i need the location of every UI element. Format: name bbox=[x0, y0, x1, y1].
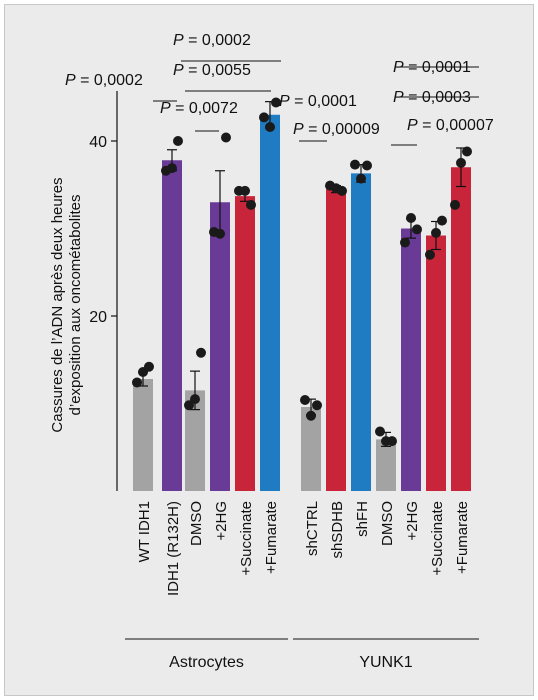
comparison-label-p-8: P bbox=[393, 89, 404, 106]
bar-1 bbox=[133, 379, 153, 491]
data-point-7-2 bbox=[306, 410, 316, 421]
bar-10 bbox=[376, 439, 396, 491]
data-point-3-3 bbox=[196, 347, 206, 358]
y-axis-label-line-1: Cassures de l’ADN après deux heures bbox=[49, 177, 66, 432]
x-tick-label-5: +Succinate bbox=[238, 501, 255, 576]
x-tick-label-12: +Succinate bbox=[429, 501, 446, 576]
y-axis-label-line-2: d’exposition aux oncométabolites bbox=[67, 195, 84, 416]
comparison-label-4: P = 0,0002 bbox=[173, 32, 251, 49]
data-point-2-2 bbox=[167, 163, 177, 174]
data-point-5-2 bbox=[240, 185, 250, 196]
comparison-label-p-5: P bbox=[279, 93, 290, 110]
bar-12 bbox=[426, 235, 446, 491]
comparison-label-9: P = 0,0001 bbox=[393, 59, 471, 76]
bar-11 bbox=[401, 228, 421, 491]
comparison-label-value-4: = 0,0002 bbox=[184, 32, 251, 49]
comparison-label-1: P = 0,0002 bbox=[65, 72, 143, 89]
comparison-label-8: P = 0,0003 bbox=[393, 89, 471, 106]
data-point-2-3 bbox=[173, 136, 183, 146]
data-point-6-1 bbox=[259, 112, 269, 123]
x-tick-labels: WT IDH1 IDH1 (R132H) DMSO +2HG +Succinate +Fu… bbox=[136, 501, 471, 596]
bars bbox=[133, 114, 471, 491]
comparison-label-p-3: P bbox=[173, 62, 184, 79]
data-point-3-1 bbox=[184, 400, 194, 411]
x-tick-label-6: +Fumarate bbox=[263, 501, 280, 574]
x-tick-label-11: +2HG bbox=[404, 501, 421, 541]
data-point-6-3 bbox=[271, 97, 281, 108]
group-label-2: YUNK1 bbox=[359, 654, 412, 671]
data-point-11-1 bbox=[400, 237, 410, 248]
data-points bbox=[132, 97, 472, 447]
data-point-1-3 bbox=[144, 361, 154, 372]
bar-9 bbox=[351, 173, 371, 491]
x-tick-label-2: IDH1 (R132H) bbox=[165, 501, 182, 596]
data-point-12-1 bbox=[425, 249, 435, 260]
x-tick-label-13: +Fumarate bbox=[454, 501, 471, 574]
x-tick-label-10: DMSO bbox=[379, 501, 396, 546]
bar-5 bbox=[235, 196, 255, 491]
data-point-4-3 bbox=[221, 132, 231, 143]
data-point-6-2 bbox=[265, 122, 275, 132]
comparison-label-value-3: = 0,0055 bbox=[184, 62, 251, 79]
comparison-label-value-9: = 0,0001 bbox=[404, 59, 471, 76]
bar-4 bbox=[210, 202, 230, 491]
comparison-label-value-1: = 0,0002 bbox=[76, 72, 143, 89]
x-tick-label-9: shFH bbox=[354, 501, 371, 537]
bar-13 bbox=[451, 167, 471, 491]
comparison-label-value-2: = 0,0072 bbox=[171, 100, 238, 117]
y-tick-label-20: 20 bbox=[89, 309, 107, 326]
comparison-label-p-4: P bbox=[173, 32, 184, 49]
comparison-label-3: P = 0,0055 bbox=[173, 62, 251, 79]
comparison-label-7: P = 0,00007 bbox=[407, 117, 494, 134]
group-label-1: Astrocytes bbox=[169, 654, 244, 671]
data-point-11-2 bbox=[406, 213, 416, 223]
bar-7 bbox=[301, 407, 321, 491]
comparison-label-p-9: P bbox=[393, 59, 404, 76]
comparison-label-p-2: P bbox=[160, 100, 171, 117]
bar-2 bbox=[162, 160, 182, 491]
data-point-4-2 bbox=[215, 228, 225, 239]
group-labels: Astrocytes YUNK1 bbox=[125, 638, 479, 671]
bar-3 bbox=[185, 390, 205, 491]
data-point-11-3 bbox=[412, 224, 422, 235]
data-point-12-3 bbox=[437, 215, 447, 226]
comparison-label-value-7: = 0,00007 bbox=[418, 117, 494, 134]
data-point-7-1 bbox=[300, 395, 310, 405]
data-point-12-2 bbox=[431, 227, 441, 238]
bar-8 bbox=[326, 189, 346, 491]
data-point-13-2 bbox=[456, 157, 466, 168]
comparison-label-value-5: = 0,0001 bbox=[290, 93, 357, 110]
data-point-10-3 bbox=[387, 436, 397, 447]
data-point-10-1 bbox=[375, 426, 385, 437]
comparison-label-value-6: = 0,00009 bbox=[304, 121, 380, 138]
data-point-9-1 bbox=[350, 159, 360, 170]
data-point-1-1 bbox=[132, 377, 142, 388]
data-point-9-2 bbox=[356, 173, 366, 184]
comparison-label-5: P = 0,0001 bbox=[279, 93, 357, 110]
x-tick-label-1: WT IDH1 bbox=[136, 501, 153, 562]
comparison-label-p-1: P bbox=[65, 72, 76, 89]
x-tick-label-8: shSDHB bbox=[329, 501, 346, 559]
comparison-label-6: P = 0,00009 bbox=[293, 121, 380, 138]
data-point-8-3 bbox=[337, 185, 347, 196]
data-point-13-3 bbox=[462, 146, 472, 157]
data-point-9-3 bbox=[362, 160, 372, 171]
x-tick-label-4: +2HG bbox=[213, 501, 230, 541]
x-tick-label-3: DMSO bbox=[188, 501, 205, 546]
data-point-13-1 bbox=[450, 199, 460, 210]
bar-6 bbox=[260, 114, 280, 491]
figure-frame: 20 40 WT IDH1 IDH1 (R132H) DMSO +2HG +Succina… bbox=[4, 4, 534, 696]
data-point-3-2 bbox=[190, 394, 200, 405]
comparison-label-p-7: P bbox=[407, 117, 418, 134]
comparison-label-value-8: = 0,0003 bbox=[404, 89, 471, 106]
x-tick-label-7: shCTRL bbox=[304, 501, 321, 556]
comparison-label-2: P = 0,0072 bbox=[160, 100, 238, 117]
data-point-5-3 bbox=[246, 199, 256, 210]
data-point-7-3 bbox=[312, 400, 322, 411]
comparison-label-p-6: P bbox=[293, 121, 304, 138]
y-tick-label-40: 40 bbox=[89, 134, 107, 151]
